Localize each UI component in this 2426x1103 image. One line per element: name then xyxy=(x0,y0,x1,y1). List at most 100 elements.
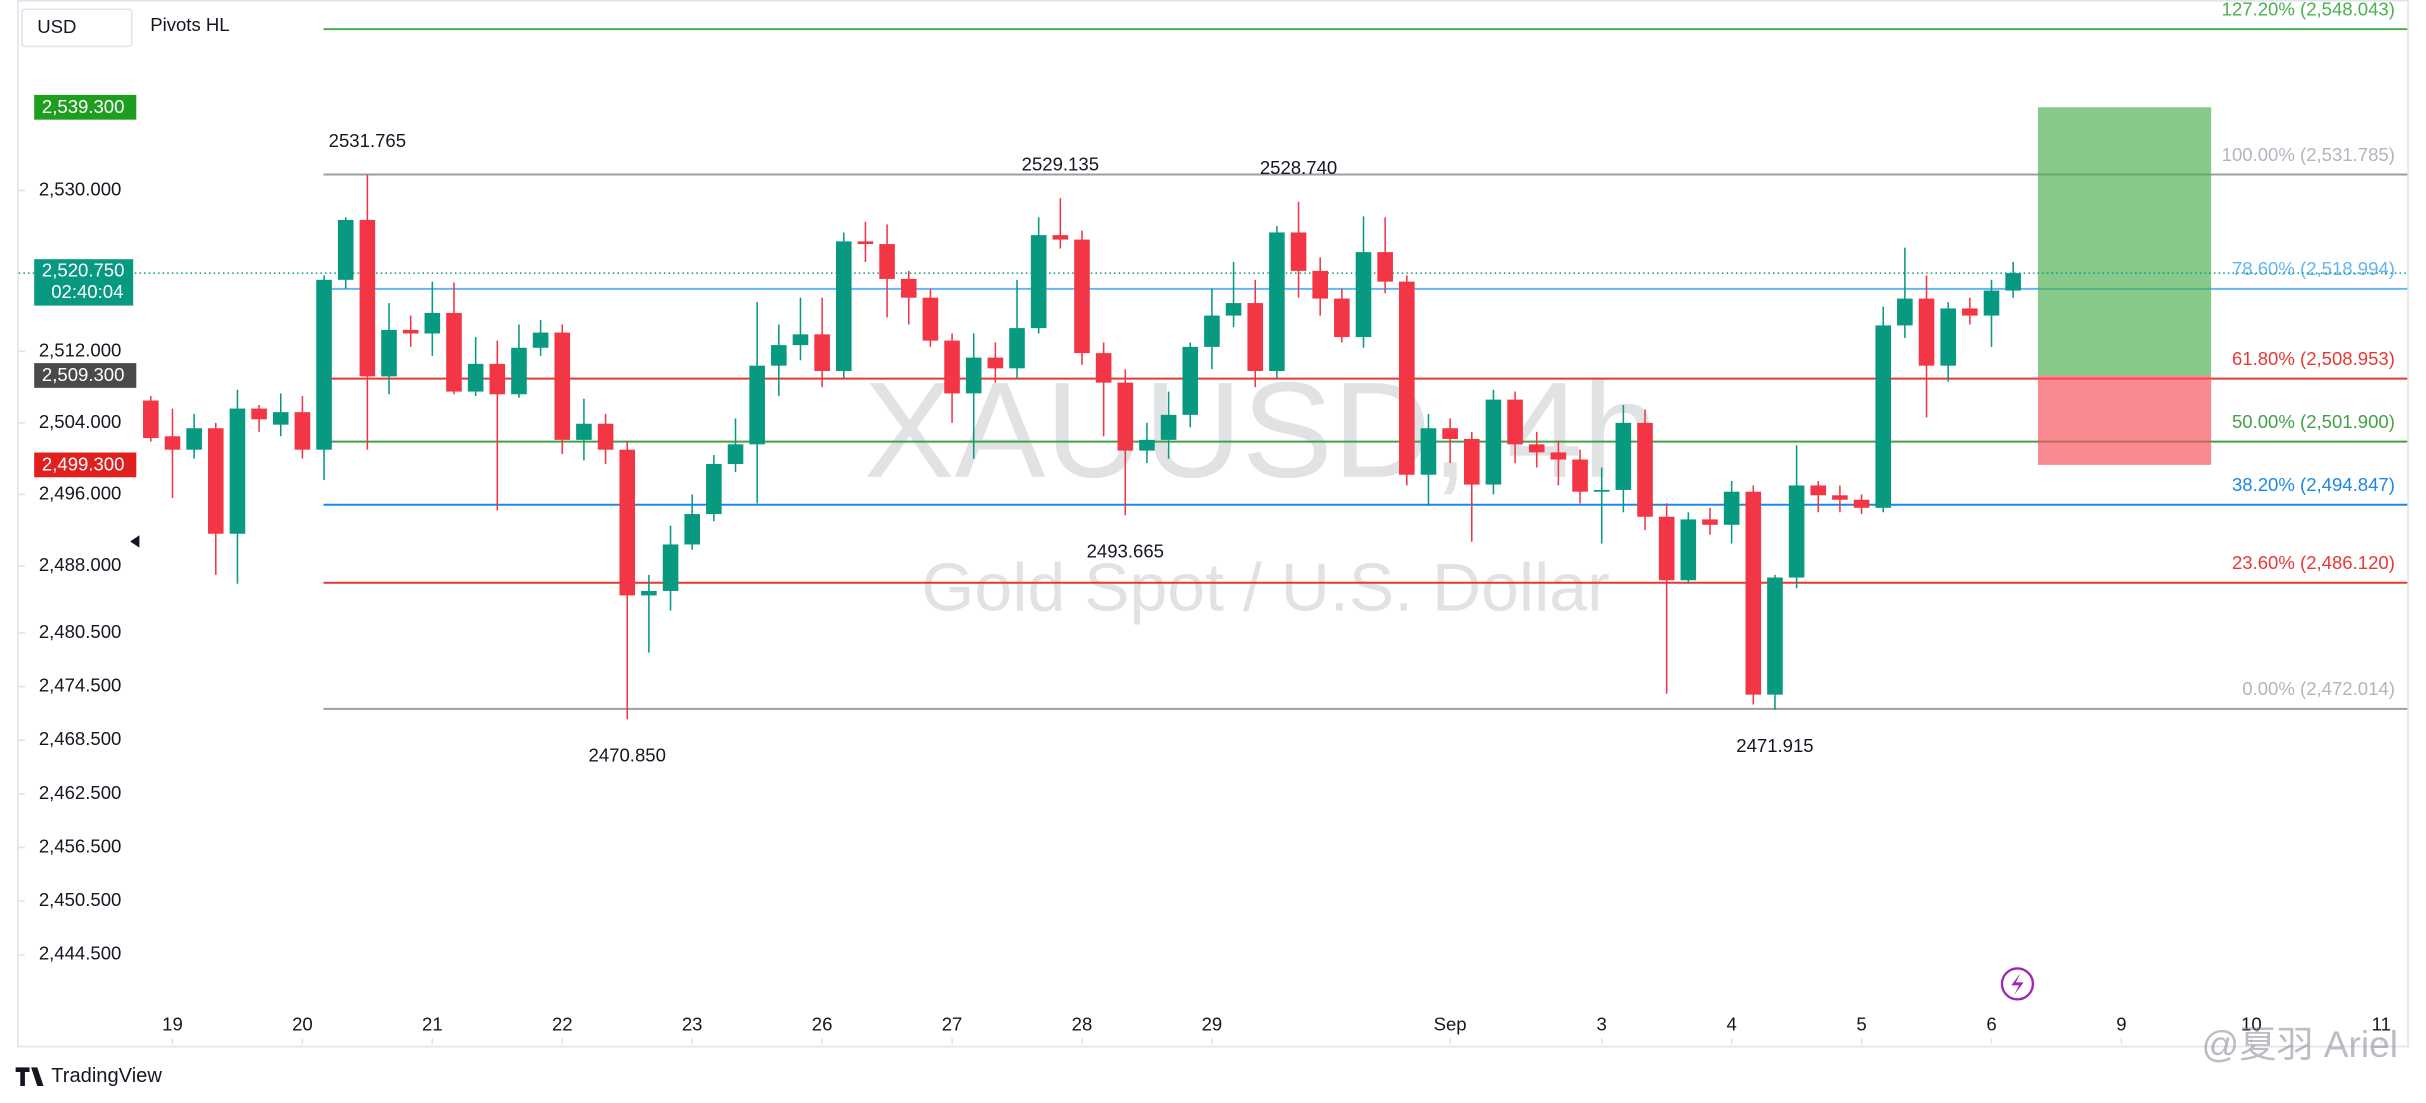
candle-body xyxy=(1918,298,1935,366)
x-tick-label: 5 xyxy=(1856,1014,1866,1035)
price-marker-label: 2,509.300 xyxy=(42,364,125,385)
fib-label: 38.20% (2,494.847) xyxy=(2232,474,2395,495)
candle-body xyxy=(1355,252,1372,338)
event-icon[interactable] xyxy=(2000,967,2035,1001)
candle-body xyxy=(424,312,441,334)
candle-body xyxy=(1247,303,1264,372)
candle-body xyxy=(1853,499,1870,508)
y-tick-label: 2,512.000 xyxy=(39,339,122,360)
candle-body xyxy=(749,365,765,445)
candle-body xyxy=(359,219,376,377)
candle-body xyxy=(1420,428,1437,475)
x-tick-label: 20 xyxy=(292,1014,313,1035)
candle-body xyxy=(1745,491,1762,695)
candle-body xyxy=(489,363,506,395)
candle-body xyxy=(532,332,549,348)
scroll-marker xyxy=(130,535,140,548)
candle-body xyxy=(879,244,895,279)
candle-body xyxy=(1702,519,1718,525)
y-tick-label: 2,462.500 xyxy=(39,782,122,803)
candle-body xyxy=(922,297,939,341)
candle-body xyxy=(1550,452,1567,460)
candle-body xyxy=(294,412,311,450)
fib-label: 0.00% (2,472.014) xyxy=(2242,678,2395,699)
candle-body xyxy=(1637,422,1653,517)
candle-body xyxy=(944,340,960,394)
candle-body xyxy=(1117,382,1134,451)
plot-frame xyxy=(17,0,2409,1048)
candle-body xyxy=(1463,438,1480,485)
candle-body xyxy=(1312,270,1328,299)
y-tick-label: 2,530.000 xyxy=(39,178,122,199)
candle-body xyxy=(619,449,636,596)
x-tick-label: 3 xyxy=(1597,1014,1607,1035)
candle-body xyxy=(316,279,332,450)
currency-box[interactable] xyxy=(21,8,133,48)
candle-body xyxy=(814,334,830,372)
event-bolt xyxy=(2011,973,2024,995)
fib-label: 23.60% (2,486.120) xyxy=(2232,552,2395,573)
candle-body xyxy=(402,329,419,334)
candle-body xyxy=(143,400,159,439)
fib-label: 78.60% (2,518.994) xyxy=(2232,258,2395,279)
price-marker xyxy=(34,452,137,478)
price-marker-label: 2,539.300 xyxy=(42,96,125,117)
candle-body xyxy=(511,347,527,395)
countdown: 02:40:04 xyxy=(51,281,123,302)
candle-body xyxy=(1723,491,1740,525)
x-tick-label: Sep xyxy=(1434,1014,1467,1035)
x-tick-label: 19 xyxy=(162,1014,183,1035)
candle-body xyxy=(771,345,787,366)
candle-body xyxy=(1009,328,1025,369)
candle-body xyxy=(229,408,246,534)
target-zone xyxy=(2037,107,2212,376)
candle-body xyxy=(900,278,917,298)
candle-body xyxy=(272,412,289,425)
x-tick-label: 23 xyxy=(682,1014,703,1035)
fib-label: 50.00% (2,501.900) xyxy=(2232,411,2395,432)
y-tick-label: 2,456.500 xyxy=(39,835,122,856)
candle-body xyxy=(1615,422,1632,490)
candle-body xyxy=(207,428,224,534)
stop-zone xyxy=(2037,375,2212,465)
candle-body xyxy=(381,329,397,377)
candle-body xyxy=(965,357,982,394)
candle-body xyxy=(1442,428,1458,439)
candle-body xyxy=(727,444,744,464)
last-price-marker xyxy=(34,259,134,306)
candle-body xyxy=(835,241,852,372)
candle-body xyxy=(1399,281,1415,475)
x-tick-label: 21 xyxy=(422,1014,443,1035)
y-tick-label: 2,488.000 xyxy=(39,554,122,575)
x-tick-label: 10 xyxy=(2241,1014,2262,1035)
x-tick-label: 4 xyxy=(1726,1014,1736,1035)
candle-body xyxy=(1767,577,1783,695)
candle-body xyxy=(1983,290,2000,316)
candle-body xyxy=(2005,273,2021,291)
chart-layer: 127.20% (2,548.043) 100.00% (2,531.785) 78… xyxy=(18,0,2408,1045)
currency[interactable]: USD xyxy=(37,16,76,37)
candle-body xyxy=(1377,252,1393,282)
x-tick-label: 11 xyxy=(2372,1014,2391,1035)
candle-body xyxy=(641,590,657,596)
candle-body xyxy=(1680,519,1697,581)
y-tick-label: 2,504.000 xyxy=(39,411,122,432)
fib-label: 100.00% (2,531.785) xyxy=(2222,144,2395,165)
x-tick-label: 28 xyxy=(1072,1014,1093,1035)
brand-logo[interactable] xyxy=(15,1067,44,1086)
candle-body xyxy=(1052,235,1069,240)
brand[interactable]: TradingView xyxy=(51,1065,162,1087)
candle-body xyxy=(1658,516,1675,581)
author-watermark: @夏羽 Ariel xyxy=(2202,1023,2398,1065)
indicator-name[interactable]: Pivots HL xyxy=(150,14,229,35)
candle-body xyxy=(576,423,592,440)
candle-body xyxy=(1139,439,1155,451)
candle-body xyxy=(1485,399,1502,485)
candle-body xyxy=(987,357,1004,369)
candle-body xyxy=(1962,308,1978,316)
candle-body xyxy=(251,408,267,420)
y-tick-label: 2,474.500 xyxy=(39,675,122,696)
